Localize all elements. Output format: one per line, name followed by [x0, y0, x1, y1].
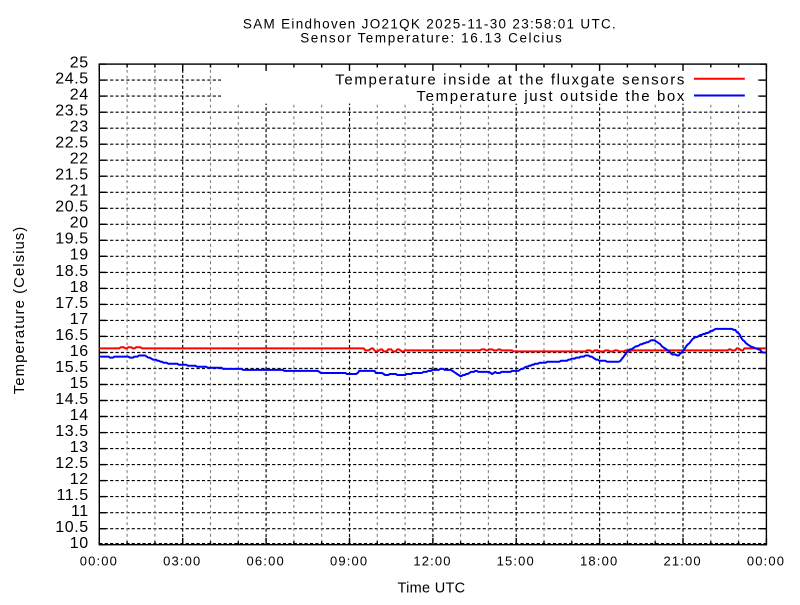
- svg-text:Temperature (Celsius): Temperature (Celsius): [11, 226, 28, 395]
- svg-text:12.5: 12.5: [55, 455, 89, 472]
- svg-text:25: 25: [70, 55, 89, 72]
- svg-text:03:00: 03:00: [163, 554, 201, 569]
- svg-text:10.5: 10.5: [55, 519, 89, 536]
- svg-text:Time UTC: Time UTC: [398, 581, 466, 597]
- svg-text:23: 23: [70, 119, 89, 136]
- svg-text:Temperature just outside the b: Temperature just outside the box: [417, 88, 686, 105]
- svg-text:21:00: 21:00: [663, 554, 701, 569]
- svg-text:15: 15: [70, 375, 89, 392]
- svg-text:20: 20: [70, 215, 89, 232]
- svg-text:15.5: 15.5: [55, 359, 89, 376]
- svg-text:19: 19: [70, 247, 89, 264]
- svg-text:22.5: 22.5: [55, 135, 89, 152]
- svg-text:12: 12: [70, 471, 89, 488]
- svg-text:Sensor Temperature: 16.13 Celc: Sensor Temperature: 16.13 Celcius: [300, 30, 563, 45]
- svg-text:14.5: 14.5: [55, 391, 89, 408]
- svg-text:21: 21: [70, 183, 89, 200]
- svg-text:16.5: 16.5: [55, 327, 89, 344]
- svg-text:SAM Eindhoven JO21QK 2025-11-3: SAM Eindhoven JO21QK 2025-11-30 23:58:01…: [243, 16, 617, 31]
- svg-text:20.5: 20.5: [55, 199, 89, 216]
- svg-text:12:00: 12:00: [413, 554, 451, 569]
- svg-text:06:00: 06:00: [247, 554, 285, 569]
- svg-text:17.5: 17.5: [55, 295, 89, 312]
- svg-text:17: 17: [70, 311, 89, 328]
- svg-text:10: 10: [70, 535, 89, 552]
- svg-text:24: 24: [70, 87, 89, 104]
- svg-text:11.5: 11.5: [56, 487, 88, 504]
- svg-text:23.5: 23.5: [55, 103, 89, 120]
- svg-text:21.5: 21.5: [55, 167, 89, 184]
- svg-text:18.5: 18.5: [55, 263, 89, 280]
- svg-text:13.5: 13.5: [55, 423, 89, 440]
- svg-text:16: 16: [70, 343, 89, 360]
- svg-text:15:00: 15:00: [497, 554, 535, 569]
- svg-text:14: 14: [70, 407, 89, 424]
- svg-text:09:00: 09:00: [330, 554, 368, 569]
- svg-text:00:00: 00:00: [747, 554, 785, 569]
- svg-text:22: 22: [70, 151, 89, 168]
- svg-text:24.5: 24.5: [55, 71, 89, 88]
- svg-text:11: 11: [71, 503, 89, 520]
- svg-text:19.5: 19.5: [55, 231, 89, 248]
- svg-text:18:00: 18:00: [580, 554, 618, 569]
- svg-text:13: 13: [70, 439, 89, 456]
- svg-text:00:00: 00:00: [80, 554, 118, 569]
- svg-text:18: 18: [70, 279, 89, 296]
- svg-text:Temperature inside at the flux: Temperature inside at the fluxgate senso…: [335, 71, 686, 88]
